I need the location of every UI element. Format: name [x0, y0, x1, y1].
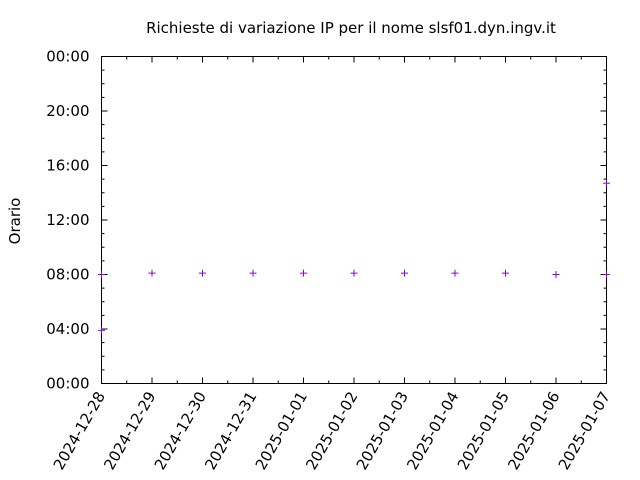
y-tick-label: 00:00 [46, 375, 89, 393]
data-point [350, 269, 358, 277]
x-tick-label: 2025-01-03 [353, 389, 412, 474]
x-tick-label: 2025-01-04 [403, 389, 462, 474]
x-tick-label: 2024-12-30 [151, 389, 210, 474]
data-point [552, 271, 560, 278]
data-point [451, 269, 459, 277]
chart-title: Richieste di variazione IP per il nome s… [146, 19, 556, 37]
y-axis: 00:00 04:00 08:00 12:00 16:00 20:00 00:00 [46, 48, 607, 393]
data-point [603, 271, 610, 278]
x-tick-label: 2025-01-02 [302, 389, 361, 474]
y-tick-label: 20:00 [46, 102, 89, 120]
data-point [249, 269, 257, 277]
plot-frame [101, 56, 607, 384]
data-point [98, 271, 105, 278]
x-axis: 2024-12-282024-12-292024-12-302024-12-31… [50, 56, 614, 474]
data-point [502, 269, 509, 277]
x-tick-label: 2025-01-01 [252, 389, 311, 474]
data-point [98, 326, 105, 334]
data-point [148, 269, 156, 277]
x-tick-label: 2025-01-06 [504, 389, 563, 474]
x-tick-label: 2024-12-28 [50, 389, 109, 474]
data-points [98, 179, 610, 334]
y-tick-label: 08:00 [46, 266, 89, 284]
data-point [401, 269, 408, 277]
x-tick-label: 2024-12-29 [100, 389, 159, 474]
y-tick-label: 16:00 [46, 157, 89, 175]
x-tick-label: 2025-01-05 [454, 389, 513, 474]
data-point [300, 269, 307, 277]
data-point [199, 269, 206, 277]
y-tick-label: 12:00 [46, 211, 89, 229]
x-tick-label: 2025-01-07 [555, 389, 614, 474]
y-axis-label: Orario [6, 198, 24, 245]
y-tick-label: 04:00 [46, 320, 89, 338]
x-tick-label: 2024-12-31 [201, 389, 260, 474]
y-tick-label: 00:00 [46, 48, 89, 66]
data-point [603, 179, 610, 187]
